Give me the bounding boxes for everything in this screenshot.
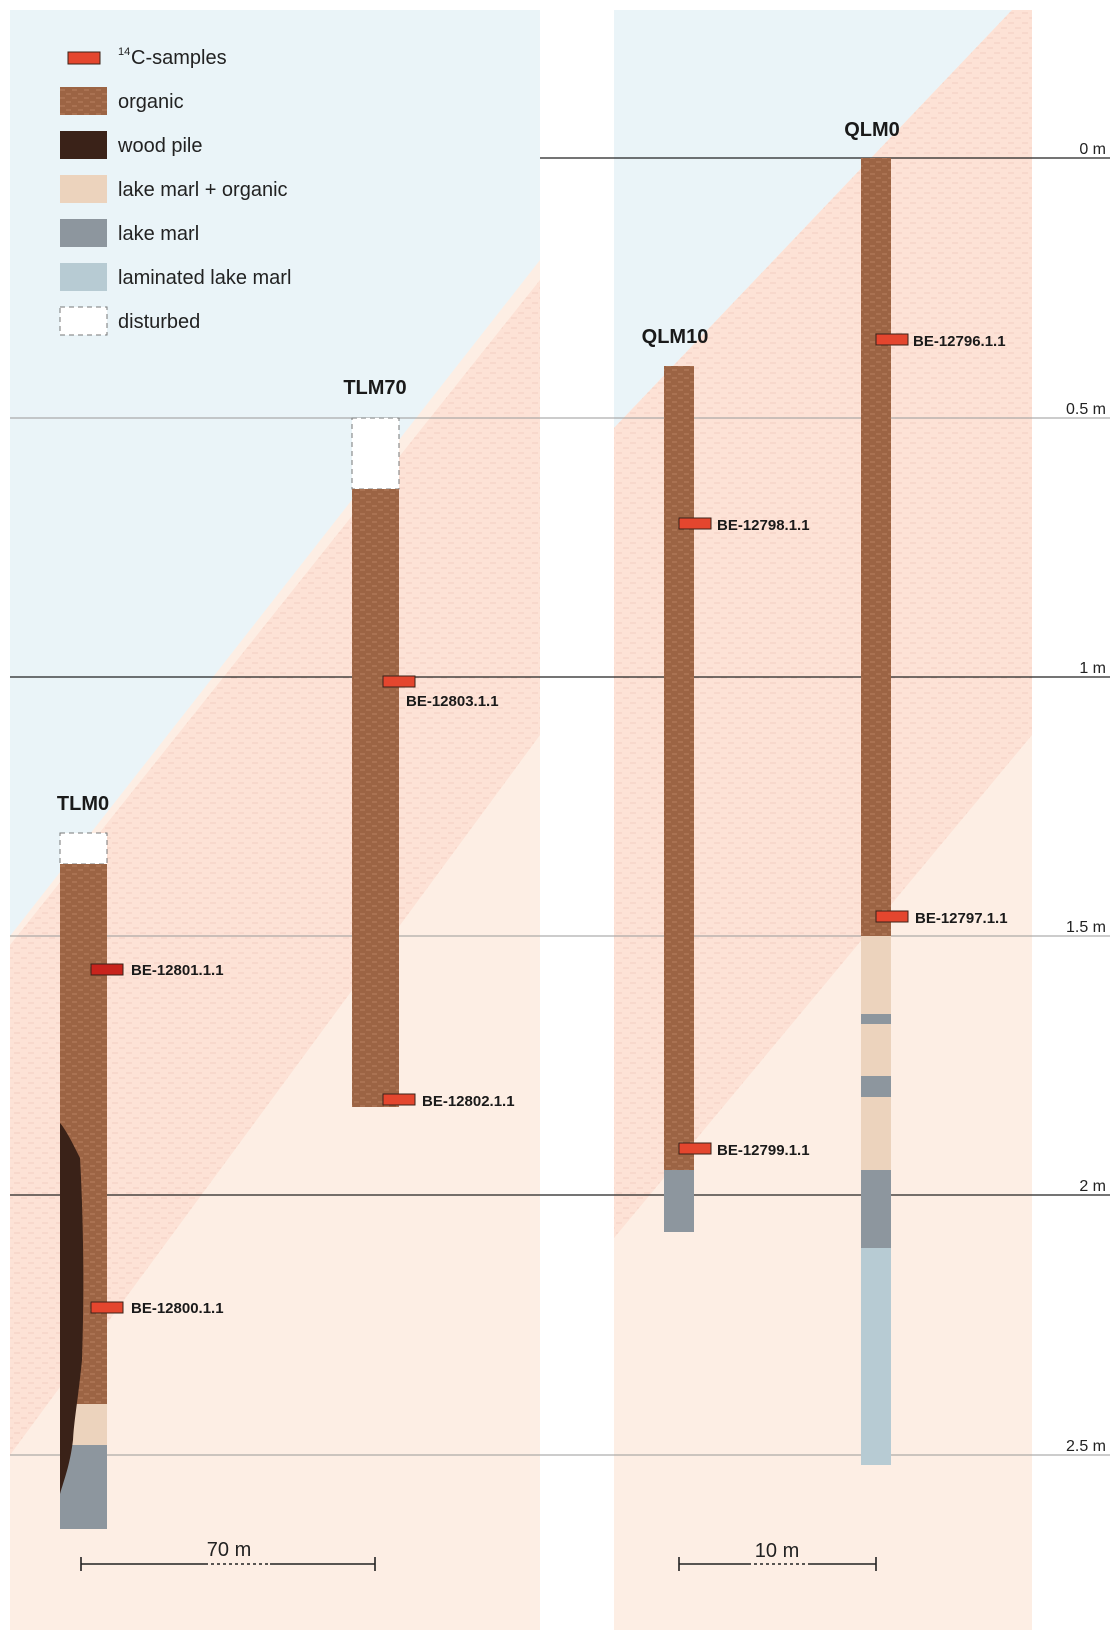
scale-bar-left: 70 m: [80, 1539, 376, 1571]
sample-label-be12797: BE-12797.1.1: [915, 910, 1008, 927]
legend-laminated-lake-marl-label: laminated lake marl: [118, 267, 291, 289]
legend-disturbed-label: disturbed: [118, 311, 200, 333]
legend-item-c14: 14 C-samples: [67, 46, 227, 69]
tlm70-disturbed: [351, 417, 400, 490]
qlm0-lake-marl-organic-2: [861, 1024, 891, 1076]
sample-marker-be12801: [90, 963, 124, 976]
tlm70-organic: [352, 489, 399, 1107]
sample-label-be12803: BE-12803.1.1: [406, 693, 499, 710]
sample-label-be12799: BE-12799.1.1: [717, 1142, 810, 1159]
legend-item-lake-marl: lake marl: [60, 219, 199, 247]
depth-label-2-5: 2.5 m: [1066, 1438, 1106, 1455]
qlm0-lake-marl-2: [861, 1076, 891, 1097]
depth-axis: 0 m 0.5 m 1 m 1.5 m 2 m 2.5 m: [1066, 141, 1106, 1455]
depth-label-2: 2 m: [1079, 1178, 1106, 1195]
core-title-tlm0: TLM0: [57, 793, 109, 815]
legend-item-lake-marl-organic: lake marl + organic: [60, 175, 288, 203]
qlm0-lake-marl-organic-1: [861, 936, 891, 1014]
legend-item-organic: organic: [60, 87, 184, 115]
right-panel-background: [614, 10, 1032, 1630]
sample-label-be12802: BE-12802.1.1: [422, 1093, 515, 1110]
depth-lines: [10, 157, 1110, 1456]
scale-bar-left-label: 70 m: [207, 1539, 251, 1561]
legend-c14-sup: 14: [118, 46, 130, 58]
qlm10-lake-marl: [664, 1170, 694, 1232]
sample-marker-be12803: [382, 675, 416, 688]
core-title-qlm0: QLM0: [844, 119, 900, 141]
legend-wood-pile-label: wood pile: [117, 135, 203, 157]
tlm0-disturbed: [59, 832, 108, 865]
scale-bar-right: 10 m: [678, 1540, 877, 1571]
legend: 14 C-samples organic wood pile lake marl…: [59, 46, 291, 336]
core-qlm10: QLM10 BE-12798.1.1 BE-12799.1.1: [642, 326, 810, 1232]
legend-lake-marl-label: lake marl: [118, 223, 199, 245]
core-title-qlm10: QLM10: [642, 326, 709, 348]
core-title-tlm70: TLM70: [343, 377, 406, 399]
sample-marker-be12799: [678, 1142, 712, 1155]
qlm0-lake-marl-3: [861, 1170, 891, 1248]
sample-label-be12800: BE-12800.1.1: [131, 1300, 224, 1317]
legend-item-wood-pile: wood pile: [60, 131, 203, 159]
legend-item-disturbed: disturbed: [59, 306, 200, 336]
qlm0-laminated-lake-marl: [861, 1248, 891, 1465]
sample-label-be12798: BE-12798.1.1: [717, 517, 810, 534]
core-tlm70: TLM70 BE-12803.1.1 BE-12802.1.1: [343, 377, 514, 1110]
legend-c14-label: C-samples: [131, 47, 227, 69]
tlm0-wood-pile: [60, 1123, 84, 1494]
depth-label-0: 0 m: [1079, 141, 1106, 158]
left-panel-background: [10, 10, 540, 1630]
depth-label-1: 1 m: [1079, 660, 1106, 677]
legend-organic-label: organic: [118, 91, 184, 113]
qlm0-lake-marl-1: [861, 1014, 891, 1024]
sample-label-be12801: BE-12801.1.1: [131, 962, 224, 979]
legend-lake-marl-organic-label: lake marl + organic: [118, 179, 288, 201]
legend-item-laminated-lake-marl: laminated lake marl: [60, 263, 291, 291]
qlm10-organic: [664, 366, 694, 1170]
depth-label-1-5: 1.5 m: [1066, 919, 1106, 936]
sample-marker-be12800: [90, 1301, 124, 1314]
sample-marker-be12798: [678, 517, 712, 530]
sample-label-be12796: BE-12796.1.1: [913, 333, 1006, 350]
core-qlm0: QLM0 BE-12796.1.1 BE-12797.1.1: [844, 119, 1008, 1465]
scale-bar-right-label: 10 m: [755, 1540, 799, 1562]
core-tlm0: TLM0 BE-12801.1.1 BE-12800.1.1: [57, 793, 224, 1529]
qlm0-lake-marl-organic-3: [861, 1097, 891, 1170]
depth-label-0-5: 0.5 m: [1066, 401, 1106, 418]
qlm0-organic: [861, 158, 891, 936]
sample-marker-be12797: [875, 910, 909, 923]
sample-marker-be12796: [875, 333, 909, 346]
sample-marker-be12802: [382, 1093, 416, 1106]
